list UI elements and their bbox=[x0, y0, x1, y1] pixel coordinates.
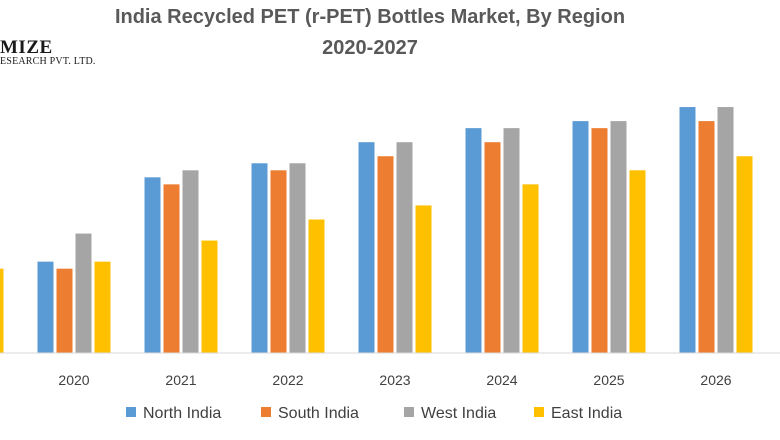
bar-west-india-2026 bbox=[717, 107, 734, 354]
bar-east-india-2021 bbox=[201, 240, 218, 353]
bar-west-india-2024 bbox=[503, 128, 520, 353]
legend-swatch-east-india bbox=[534, 407, 544, 417]
bar-east-india-2023 bbox=[415, 205, 432, 353]
bar-east-india-2026 bbox=[736, 156, 753, 353]
bar-south-india-2020 bbox=[56, 268, 73, 353]
logo-line-2: ESEARCH PVT. LTD. bbox=[0, 56, 96, 67]
bar-west-india-2023 bbox=[396, 142, 413, 353]
x-tick-label-2025: 2025 bbox=[593, 372, 624, 388]
bar-north-india-2020 bbox=[37, 261, 54, 353]
publisher-logo: MIZE ESEARCH PVT. LTD. bbox=[0, 37, 96, 68]
legend-label-east-india: East India bbox=[551, 405, 622, 422]
chart-title-block: India Recycled PET (r-PET) Bottles Marke… bbox=[0, 2, 740, 64]
bar-east-india-2024 bbox=[522, 184, 539, 353]
chart-title: India Recycled PET (r-PET) Bottles Marke… bbox=[114, 6, 626, 28]
legend-label-west-india: West India bbox=[421, 405, 496, 422]
bar-east-india-2020 bbox=[94, 261, 111, 353]
bar-south-india-2026 bbox=[698, 121, 715, 353]
x-tick-label-2023: 2023 bbox=[379, 372, 410, 388]
bar-north-india-2023 bbox=[358, 142, 375, 353]
bar-north-india-2026 bbox=[679, 107, 696, 354]
x-tick-label-2022: 2022 bbox=[272, 372, 303, 388]
bar-west-india-2025 bbox=[610, 121, 627, 353]
bar-east-india-2022 bbox=[308, 219, 325, 353]
legend-swatch-south-india bbox=[261, 407, 271, 417]
x-tick-label-2024: 2024 bbox=[486, 372, 517, 388]
legend-swatch-west-india bbox=[404, 407, 414, 417]
bar-south-india-2024 bbox=[484, 142, 501, 353]
x-tick-label-2026: 2026 bbox=[700, 372, 731, 388]
bar-west-india-2020 bbox=[75, 233, 92, 353]
legend-label-south-india: South India bbox=[278, 405, 359, 422]
logo-line-1: MIZE bbox=[0, 37, 53, 58]
bar-north-india-2022 bbox=[251, 163, 268, 353]
bar-north-india-2025 bbox=[572, 121, 589, 353]
bar-south-india-2022 bbox=[270, 170, 287, 353]
bar-south-india-2021 bbox=[163, 184, 180, 353]
x-tick-label-2021: 2021 bbox=[165, 372, 196, 388]
bar-south-india-2023 bbox=[377, 156, 394, 353]
legend-label-north-india: North India bbox=[143, 405, 221, 422]
bar-south-india-2025 bbox=[591, 128, 608, 353]
bar-west-india-2022 bbox=[289, 163, 306, 353]
bar-north-india-2024 bbox=[465, 128, 482, 353]
bar-west-india-2021 bbox=[182, 170, 199, 353]
bar-east-india-2025 bbox=[629, 170, 646, 353]
legend-swatch-north-india bbox=[126, 407, 136, 417]
x-tick-label-2020: 2020 bbox=[58, 372, 89, 388]
chart-subtitle: 2020-2027 bbox=[322, 37, 418, 59]
bar-north-india-2021 bbox=[144, 177, 161, 353]
bar-east-india-2019 bbox=[0, 268, 4, 353]
